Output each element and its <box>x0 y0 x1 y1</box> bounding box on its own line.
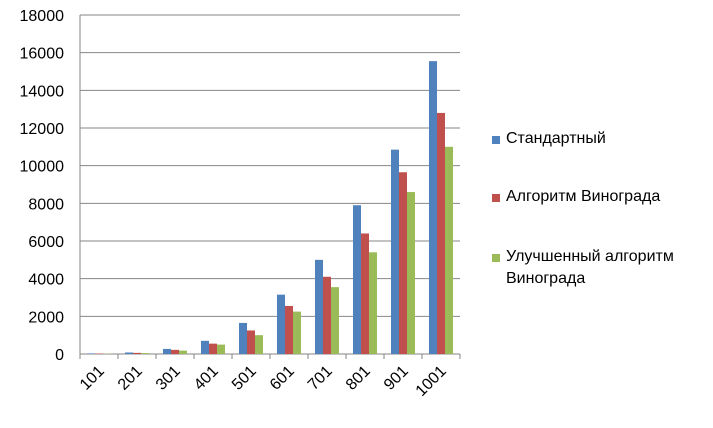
bar-201-series-2 <box>133 353 141 354</box>
bar-801-series-2 <box>361 233 369 354</box>
x-tick-label: 601 <box>267 363 298 394</box>
x-tick-label: 1001 <box>413 363 450 400</box>
y-tick-label: 2000 <box>28 309 64 326</box>
x-tick-label: 901 <box>381 363 412 394</box>
legend-label-winograd: Алгоритм Винограда <box>506 188 660 205</box>
x-tick-label: 301 <box>153 363 184 394</box>
x-tick-label: 201 <box>115 363 146 394</box>
bar-301-series-2 <box>171 350 179 354</box>
bar-201-series-1 <box>125 352 133 354</box>
x-tick-label: 801 <box>343 363 374 394</box>
bar-801-series-3 <box>369 252 377 354</box>
bar-301-series-1 <box>163 349 171 354</box>
y-tick-label: 18000 <box>20 8 65 25</box>
bar-1001-series-1 <box>429 61 437 354</box>
y-tick-label: 4000 <box>28 272 64 289</box>
bar-1001-series-2 <box>437 113 445 354</box>
legend-item-winograd: Алгоритм Винограда <box>490 186 660 208</box>
legend-item-improved-winograd: Улучшенный алгоритм Винограда <box>490 246 674 290</box>
bar-701-series-3 <box>331 287 339 354</box>
bar-101-series-1 <box>87 353 95 354</box>
legend-item-standard: Стандартный <box>490 128 606 150</box>
y-tick-label: 6000 <box>28 234 64 251</box>
y-tick-label: 14000 <box>20 83 65 100</box>
bar-701-series-1 <box>315 260 323 354</box>
legend-label-improved-line2: Винограда <box>506 270 585 287</box>
bar-901-series-3 <box>407 192 415 354</box>
bar-601-series-3 <box>293 312 301 354</box>
x-tick-label: 501 <box>229 363 260 394</box>
legend-swatch-standard <box>492 136 500 144</box>
bar-501-series-3 <box>255 335 263 354</box>
legend-swatch-improved-winograd <box>492 254 500 262</box>
bar-601-series-2 <box>285 306 293 354</box>
y-tick-label: 12000 <box>20 121 65 138</box>
bar-401-series-3 <box>217 345 225 354</box>
y-tick-label: 16000 <box>20 46 65 63</box>
bar-301-series-3 <box>179 351 187 354</box>
bar-901-series-1 <box>391 150 399 354</box>
bar-601-series-1 <box>277 295 285 354</box>
x-tick-label: 701 <box>305 363 336 394</box>
legend-swatch-winograd <box>492 194 500 202</box>
bar-201-series-3 <box>141 353 149 354</box>
bar-901-series-2 <box>399 172 407 354</box>
bar-501-series-1 <box>239 323 247 354</box>
bar-501-series-2 <box>247 330 255 354</box>
legend-label-improved-line1: Улучшенный алгоритм <box>506 248 674 265</box>
x-tick-label: 101 <box>77 363 108 394</box>
bar-401-series-2 <box>209 344 217 354</box>
legend-label-standard: Стандартный <box>506 130 606 147</box>
y-tick-label: 10000 <box>20 159 65 176</box>
x-tick-label: 401 <box>191 363 222 394</box>
bar-801-series-1 <box>353 205 361 354</box>
bar-1001-series-3 <box>445 147 453 354</box>
bar-401-series-1 <box>201 341 209 354</box>
y-tick-label: 8000 <box>28 196 64 213</box>
bar-701-series-2 <box>323 277 331 354</box>
y-tick-label: 0 <box>55 347 64 364</box>
